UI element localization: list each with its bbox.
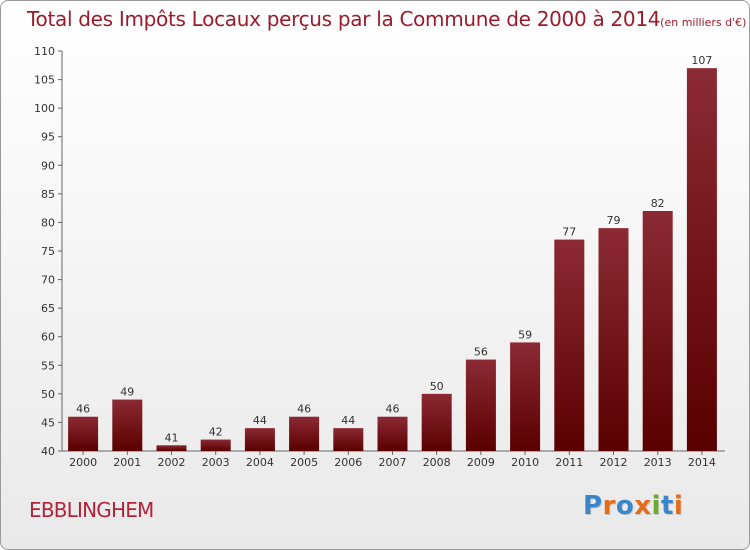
bar — [510, 342, 541, 451]
data-label: 79 — [607, 214, 621, 227]
x-tick-label: 2001 — [113, 456, 141, 469]
data-label: 46 — [76, 403, 90, 416]
data-label: 59 — [518, 328, 532, 341]
y-tick-label: 100 — [34, 102, 55, 115]
chart-title-text: Total des Impôts Locaux perçus par la Co… — [27, 7, 661, 31]
commune-name: EBBLINGHEM — [29, 498, 154, 522]
bar — [686, 68, 717, 452]
y-tick-label: 110 — [34, 45, 55, 58]
data-label: 77 — [562, 226, 576, 239]
y-tick-label: 105 — [34, 74, 55, 87]
data-label: 107 — [691, 54, 712, 67]
x-tick-label: 2007 — [379, 456, 407, 469]
bar — [112, 399, 143, 451]
bar — [465, 359, 496, 451]
data-label: 56 — [474, 346, 488, 359]
data-label: 44 — [253, 414, 267, 427]
data-label: 42 — [209, 426, 223, 439]
chart-title: Total des Impôts Locaux perçus par la Co… — [27, 7, 746, 31]
chart-unit: (en milliers d'€) — [660, 16, 747, 29]
y-tick-label: 40 — [41, 445, 55, 458]
logo-letter: P — [583, 491, 603, 521]
x-tick-label: 2008 — [423, 456, 451, 469]
x-tick-label: 2000 — [69, 456, 97, 469]
x-tick-label: 2014 — [688, 456, 716, 469]
y-tick-label: 65 — [41, 302, 55, 315]
x-tick-label: 2003 — [202, 456, 230, 469]
y-tick-label: 50 — [41, 388, 55, 401]
bar — [554, 239, 585, 451]
bar — [156, 445, 187, 451]
x-tick-label: 2012 — [600, 456, 628, 469]
logo-letter: x — [634, 491, 652, 521]
bar — [244, 428, 275, 451]
logo-letter: i — [673, 491, 684, 521]
x-tick-label: 2005 — [290, 456, 318, 469]
logo-letter: i — [651, 491, 661, 521]
bar — [289, 416, 320, 451]
logo-letter: t — [660, 491, 674, 521]
bar — [333, 428, 364, 451]
y-tick-label: 60 — [41, 331, 55, 344]
data-label: 49 — [120, 386, 134, 399]
y-tick-label: 85 — [41, 188, 55, 201]
chart-labels: 46 49 41 42 44 46 44 46 50 56 59 77 79 82 107 — [76, 54, 712, 444]
data-label: 50 — [430, 380, 444, 393]
x-tick-label: 2011 — [555, 456, 583, 469]
logo-letter: o — [615, 491, 635, 521]
bar — [598, 228, 629, 451]
y-tick-label: 70 — [41, 274, 55, 287]
data-label: 41 — [165, 431, 179, 444]
x-tick-label: 2013 — [644, 456, 672, 469]
y-tick-label: 45 — [41, 416, 55, 429]
y-tick-label: 95 — [41, 131, 55, 144]
proxiti-logo[interactable]: Proxiti — [583, 491, 683, 521]
chart-axes: 40 45 50 55 60 65 70 75 80 85 90 95 100 105 110 2000 200… — [34, 45, 725, 469]
y-tick-label: 80 — [41, 216, 55, 229]
x-tick-label: 2002 — [158, 456, 186, 469]
bar — [421, 393, 452, 451]
y-tick-label: 90 — [41, 159, 55, 172]
x-tick-label: 2006 — [334, 456, 362, 469]
data-label: 82 — [651, 197, 665, 210]
bar — [642, 211, 673, 451]
bar — [200, 439, 231, 451]
data-label: 46 — [297, 403, 311, 416]
x-tick-label: 2010 — [511, 456, 539, 469]
logo-letter: r — [602, 491, 616, 521]
chart-bars — [68, 68, 717, 452]
bar — [377, 416, 408, 451]
x-tick-label: 2009 — [467, 456, 495, 469]
data-label: 44 — [341, 414, 355, 427]
y-tick-label: 75 — [41, 245, 55, 258]
bar — [68, 416, 99, 451]
x-tick-label: 2004 — [246, 456, 274, 469]
data-label: 46 — [386, 403, 400, 416]
y-tick-label: 55 — [41, 359, 55, 372]
